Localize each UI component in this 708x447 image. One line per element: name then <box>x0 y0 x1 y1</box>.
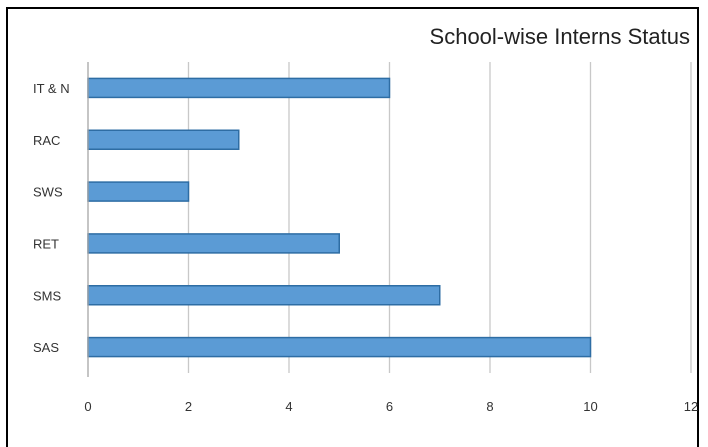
category-label: SWS <box>33 185 63 200</box>
bar-sms <box>87 285 441 306</box>
bar-chart: IT & N RAC SWS RET SMS SAS 0 2 4 6 8 10 12 <box>33 62 698 414</box>
x-tick-label: 10 <box>583 399 597 414</box>
category-label: SMS <box>33 288 62 303</box>
x-tick-label: 4 <box>285 399 292 414</box>
category-label: IT & N <box>33 81 70 96</box>
bar-sws <box>87 181 190 202</box>
bars <box>87 77 592 358</box>
category-label: RET <box>33 236 59 251</box>
x-tick-label: 6 <box>386 399 393 414</box>
bar-rac <box>87 129 240 150</box>
bar-it-n <box>87 77 391 99</box>
x-tick-label: 0 <box>84 399 91 414</box>
bar-ret <box>87 233 340 254</box>
gridlines <box>187 62 692 373</box>
chart-title: School-wise Interns Status <box>429 24 690 49</box>
x-tick-label: 2 <box>185 399 192 414</box>
x-tick-labels: 0 2 4 6 8 10 12 <box>84 399 698 414</box>
x-tick-label: 12 <box>684 399 698 414</box>
category-labels: IT & N RAC SWS RET SMS SAS <box>33 81 70 355</box>
category-label: RAC <box>33 133 60 148</box>
category-label: SAS <box>33 340 59 355</box>
bar-sas <box>87 336 592 358</box>
x-tick-label: 8 <box>486 399 493 414</box>
